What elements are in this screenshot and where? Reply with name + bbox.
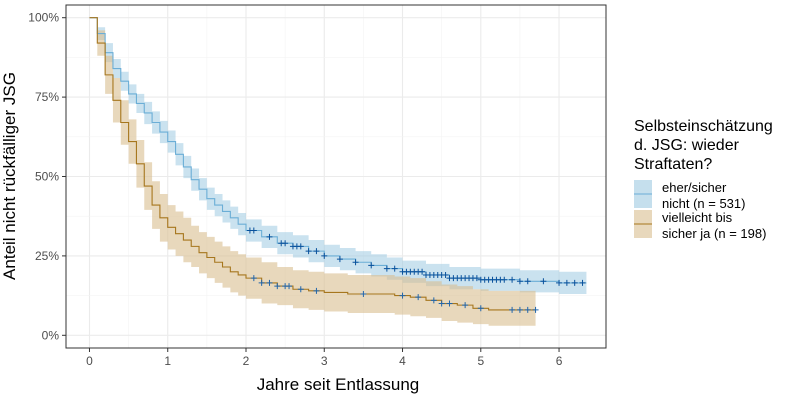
censor-marks <box>246 227 586 313</box>
confidence-band-series-2 <box>89 17 536 326</box>
censor-mark-series-1 <box>563 279 570 286</box>
censor-mark-series-2 <box>399 292 406 299</box>
censor-mark-series-2 <box>446 300 453 307</box>
censor-mark-series-2 <box>258 279 265 286</box>
censor-mark-series-2 <box>430 297 437 304</box>
censor-mark-series-1 <box>266 233 273 240</box>
censor-mark-series-2 <box>274 283 281 290</box>
legend-label-series-1-line-1: eher/sicher <box>662 180 727 195</box>
censor-mark-series-1 <box>313 248 320 255</box>
legend-title-line-2: d. JSG: wieder <box>634 137 740 154</box>
x-tick-label: 3 <box>321 354 328 368</box>
x-tick-label: 5 <box>477 354 484 368</box>
censor-mark-series-1 <box>473 275 480 282</box>
censor-mark-series-1 <box>524 278 531 285</box>
legend-title-line-3: Straftaten? <box>634 156 712 173</box>
censor-mark-series-1 <box>509 276 516 283</box>
censor-mark-series-1 <box>516 278 523 285</box>
censor-mark-series-1 <box>336 256 343 263</box>
censor-mark-series-1 <box>556 279 563 286</box>
censor-mark-series-1 <box>419 268 426 275</box>
censor-mark-series-2 <box>524 306 531 313</box>
censor-mark-series-2 <box>516 306 523 313</box>
censor-mark-series-2 <box>313 287 320 294</box>
y-axis: 0% 25% 50% 75% 100% <box>28 11 66 342</box>
y-tick-label: 0% <box>42 328 60 342</box>
y-tick-label: 75% <box>35 90 59 104</box>
censor-mark-series-1 <box>391 265 398 272</box>
censor-mark-series-2 <box>415 294 422 301</box>
censor-mark-series-1 <box>352 259 359 266</box>
x-tick-label: 4 <box>399 354 406 368</box>
censor-mark-series-1 <box>282 240 289 247</box>
x-tick-label: 1 <box>164 354 171 368</box>
censor-mark-series-2 <box>360 291 367 298</box>
censor-mark-series-1 <box>383 265 390 272</box>
censor-mark-series-1 <box>368 262 375 269</box>
legend-item-series-2: vielleicht bis sicher ja (n = 198) <box>634 210 766 241</box>
censor-mark-series-2 <box>462 302 469 309</box>
legend: Selbsteinschätzung d. JSG: wieder Straft… <box>634 118 773 241</box>
y-tick-label: 25% <box>35 249 59 263</box>
legend-label-series-2-line-1: vielleicht bis <box>662 210 733 225</box>
confidence-bands <box>89 17 587 326</box>
censor-mark-series-1 <box>297 243 304 250</box>
censor-mark-series-2 <box>286 283 293 290</box>
censor-mark-series-1 <box>321 252 328 259</box>
legend-title-line-1: Selbsteinschätzung <box>634 118 773 135</box>
x-tick-label: 0 <box>86 354 93 368</box>
legend-item-series-1: eher/sicher nicht (n = 531) <box>634 180 745 211</box>
x-tick-label: 2 <box>243 354 250 368</box>
censor-mark-series-1 <box>579 279 586 286</box>
y-tick-label: 100% <box>28 11 59 25</box>
censor-mark-series-2 <box>438 300 445 307</box>
x-axis: 0 1 2 3 4 5 6 <box>86 348 563 368</box>
censor-mark-series-2 <box>477 305 484 312</box>
censor-mark-series-2 <box>297 286 304 293</box>
y-tick-label: 50% <box>35 170 59 184</box>
censor-mark-series-2 <box>250 275 257 282</box>
censor-mark-series-2 <box>509 306 516 313</box>
censor-mark-series-1 <box>540 278 547 285</box>
x-axis-title: Jahre seit Entlassung <box>257 375 420 394</box>
legend-label-series-2-line-2: sicher ja (n = 198) <box>662 226 766 241</box>
censor-mark-series-1 <box>442 271 449 278</box>
y-axis-title: Anteil nicht rückfälliger JSG <box>0 72 19 280</box>
censor-mark-series-1 <box>250 227 257 234</box>
x-tick-label: 6 <box>556 354 563 368</box>
censor-mark-series-1 <box>305 248 312 255</box>
censor-mark-series-2 <box>532 306 539 313</box>
censor-mark-series-1 <box>501 276 508 283</box>
legend-label-series-1-line-2: nicht (n = 531) <box>662 196 745 211</box>
censor-mark-series-2 <box>266 279 273 286</box>
censor-mark-series-1 <box>571 279 578 286</box>
